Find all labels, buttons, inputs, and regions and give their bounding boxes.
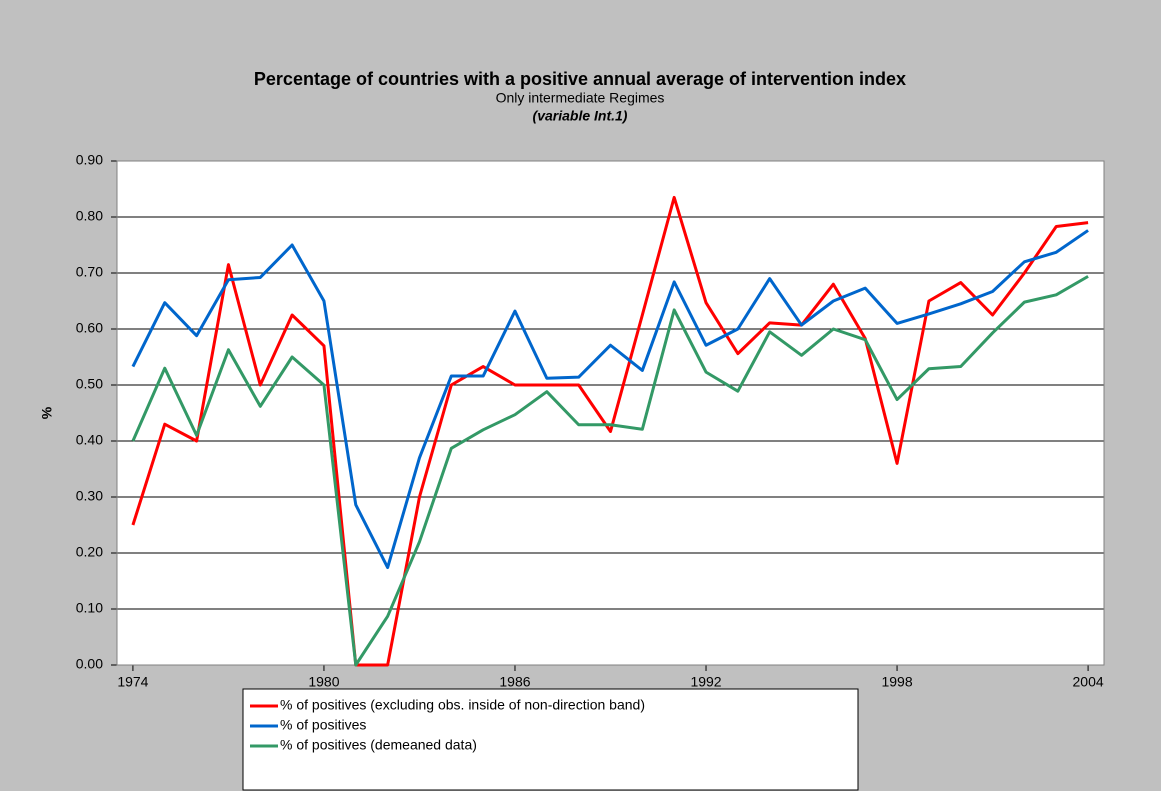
y-axis-label: % — [39, 406, 55, 419]
chart-subtitle: Only intermediate Regimes — [496, 90, 665, 106]
y-tick-label: 0.70 — [76, 264, 103, 280]
y-tick-label: 0.10 — [76, 600, 103, 616]
plot-border — [116, 160, 1105, 666]
series-line — [131, 195, 1089, 667]
y-tick-label: 0.20 — [76, 544, 103, 560]
legend-label: % of positives (excluding obs. inside of… — [280, 697, 645, 713]
series-line — [131, 275, 1089, 667]
plot-area — [117, 161, 1104, 665]
chart-note: (variable Int.1) — [533, 108, 628, 124]
y-tick-label: 0.60 — [76, 320, 103, 336]
y-tick-label: 0.50 — [76, 376, 103, 392]
x-tick-label: 2004 — [1073, 674, 1104, 690]
y-tick-label: 0.00 — [76, 656, 103, 672]
x-tick-label: 1974 — [117, 674, 148, 690]
chart-title: Percentage of countries with a positive … — [254, 69, 906, 89]
legend-label: % of positives (demeaned data) — [280, 737, 477, 753]
legend-label: % of positives — [280, 717, 366, 733]
x-tick-label: 1980 — [308, 674, 339, 690]
x-tick-label: 1998 — [881, 674, 912, 690]
series-line — [131, 229, 1089, 570]
x-tick-label: 1992 — [690, 674, 721, 690]
legend-box — [242, 688, 859, 791]
y-tick-label: 0.30 — [76, 488, 103, 504]
y-tick-label: 0.90 — [76, 152, 103, 168]
y-tick-label: 0.40 — [76, 432, 103, 448]
y-tick-label: 0.80 — [76, 208, 103, 224]
x-tick-label: 1986 — [499, 674, 530, 690]
